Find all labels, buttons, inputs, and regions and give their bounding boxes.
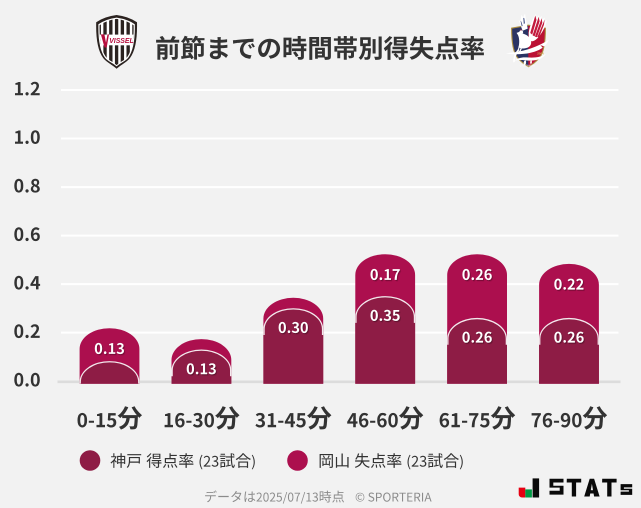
svg-text:VISSEL: VISSEL [109, 38, 134, 45]
svg-text:OKAYAMA: OKAYAMA [520, 64, 535, 68]
svg-text:2004: 2004 [537, 51, 544, 55]
